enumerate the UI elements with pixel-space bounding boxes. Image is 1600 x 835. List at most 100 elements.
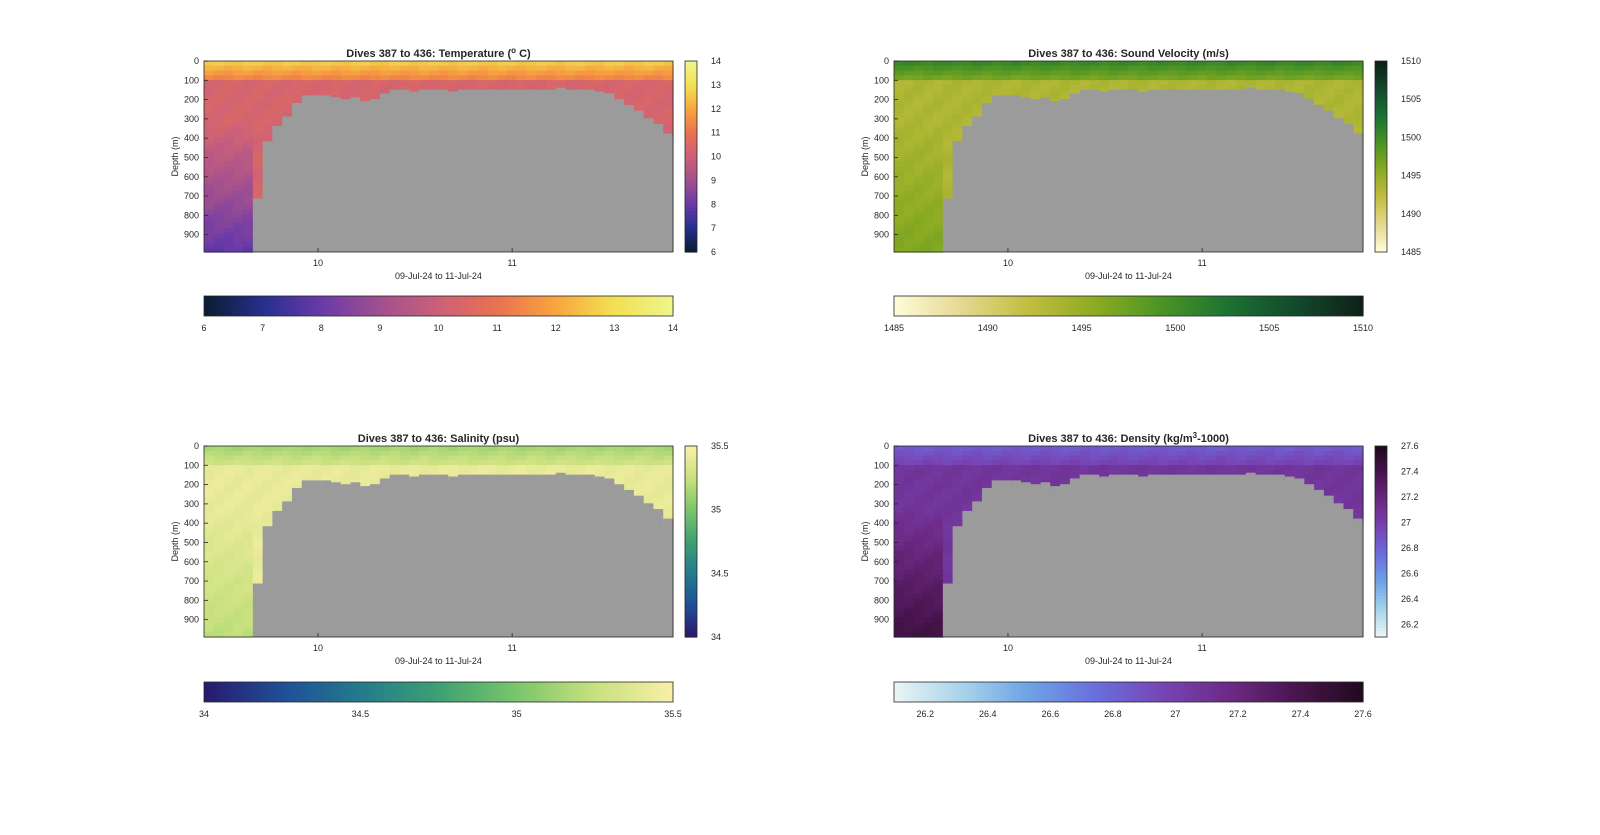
heatmap-cell xyxy=(428,455,440,461)
colorbar-segment xyxy=(685,159,697,164)
colorbar-segment xyxy=(1375,146,1387,151)
hcolorbar-segment xyxy=(235,296,240,316)
seafloor-patch xyxy=(1069,478,1081,637)
heatmap-cell xyxy=(1353,484,1364,490)
heatmap-cell xyxy=(933,189,944,196)
heatmap-cell xyxy=(350,465,361,471)
heatmap-cell xyxy=(1284,460,1296,466)
heatmap-cell xyxy=(331,61,342,67)
hcolorbar-segment xyxy=(1034,682,1040,702)
heatmap-cell xyxy=(894,161,905,167)
heatmap-cell xyxy=(370,61,381,67)
heatmap-cell xyxy=(913,247,924,253)
heatmap-cell xyxy=(1040,80,1051,86)
hcolorbar-segment xyxy=(1159,682,1165,702)
heatmap-cell xyxy=(360,446,371,452)
heatmap-cell xyxy=(291,84,303,91)
hcolorbar-segment xyxy=(956,296,962,316)
hcolorbar-segment xyxy=(921,682,926,702)
heatmap-cell xyxy=(204,189,215,196)
heatmap-cell xyxy=(1255,465,1266,471)
colorbar-segment xyxy=(1375,496,1387,501)
hcolorbar-segment xyxy=(375,296,381,316)
heatmap-cell xyxy=(1099,469,1110,476)
hcolorbar-segment xyxy=(1175,682,1180,702)
heatmap-cell xyxy=(213,546,225,552)
heatmap-cell xyxy=(1275,80,1286,86)
heatmap-cell xyxy=(282,493,293,500)
heatmap-cell xyxy=(1050,84,1061,91)
colorbar-segment xyxy=(1375,156,1387,161)
heatmap-cell xyxy=(1265,455,1276,461)
hcolorbar-tick-label: 1505 xyxy=(1259,323,1279,333)
colorbar-segment xyxy=(685,172,697,177)
heatmap-cell xyxy=(252,469,264,476)
hcolorbar-segment xyxy=(925,296,930,316)
hcolorbar-segment xyxy=(1073,296,1079,316)
heatmap-cell xyxy=(1118,65,1130,72)
heatmap-cell xyxy=(1304,446,1315,452)
heatmap-cell xyxy=(624,89,635,96)
heatmap-cell xyxy=(923,242,934,248)
heatmap-cell xyxy=(379,474,391,481)
heatmap-cell xyxy=(204,488,215,495)
hcolorbar-segment xyxy=(501,296,506,316)
colorbar-tick-label: 26.2 xyxy=(1401,619,1419,629)
heatmap-cell xyxy=(555,446,567,452)
heatmap-cell xyxy=(653,498,664,504)
heatmap-cell xyxy=(1275,465,1286,471)
heatmap-cell xyxy=(555,84,567,91)
heatmap-cell xyxy=(223,632,234,638)
heatmap-cell xyxy=(223,512,234,519)
heatmap-cell xyxy=(952,446,963,452)
heatmap-cell xyxy=(981,455,993,461)
heatmap-cell xyxy=(894,75,905,81)
heatmap-cell xyxy=(213,541,225,547)
heatmap-cell xyxy=(233,103,244,110)
heatmap-cell xyxy=(428,446,440,452)
heatmap-cell xyxy=(1323,103,1335,110)
heatmap-cell xyxy=(1323,455,1335,461)
heatmap-cell xyxy=(340,89,352,96)
heatmap-cell xyxy=(243,80,254,86)
heatmap-cell xyxy=(952,474,963,481)
heatmap-cell xyxy=(409,75,420,81)
heatmap-cell xyxy=(575,465,586,471)
heatmap-cell xyxy=(223,479,234,485)
heatmap-cell xyxy=(933,546,944,552)
heatmap-cell xyxy=(204,479,215,485)
heatmap-cell xyxy=(331,465,342,471)
heatmap-cell xyxy=(894,465,905,471)
heatmap-cell xyxy=(913,446,924,452)
heatmap-cell xyxy=(252,180,264,186)
colorbar-segment xyxy=(685,245,697,250)
hcolorbar-segment xyxy=(1019,682,1024,702)
hcolorbar-segment xyxy=(1112,682,1118,702)
heatmap-cell xyxy=(952,479,963,485)
heatmap-cell xyxy=(526,61,537,67)
heatmap-cell xyxy=(565,460,576,466)
heatmap-cell xyxy=(933,570,944,576)
heatmap-cell xyxy=(399,455,410,461)
heatmap-cell xyxy=(409,460,420,466)
heatmap-cell xyxy=(933,608,944,614)
heatmap-cell xyxy=(1001,61,1012,67)
heatmap-cell xyxy=(1353,84,1364,91)
heatmap-cell xyxy=(614,479,625,485)
x-tick-label: 11 xyxy=(1197,258,1206,268)
seafloor-patch xyxy=(952,526,963,637)
hcolorbar-segment xyxy=(1194,296,1200,316)
heatmap-cell xyxy=(1011,465,1022,471)
heatmap-cell xyxy=(624,65,635,72)
heatmap-cell xyxy=(923,232,934,239)
hcolorbar-segment xyxy=(204,296,209,316)
heatmap-cell xyxy=(370,455,381,461)
heatmap-cell xyxy=(1108,61,1120,67)
colorbar-tick-label: 27 xyxy=(1401,517,1411,527)
heatmap-cell xyxy=(1060,80,1071,86)
heatmap-cell xyxy=(663,70,674,76)
heatmap-cell xyxy=(933,127,944,134)
hcolorbar-segment xyxy=(1030,296,1036,316)
heatmap-cell xyxy=(1196,75,1208,81)
heatmap-cell xyxy=(1118,460,1130,466)
